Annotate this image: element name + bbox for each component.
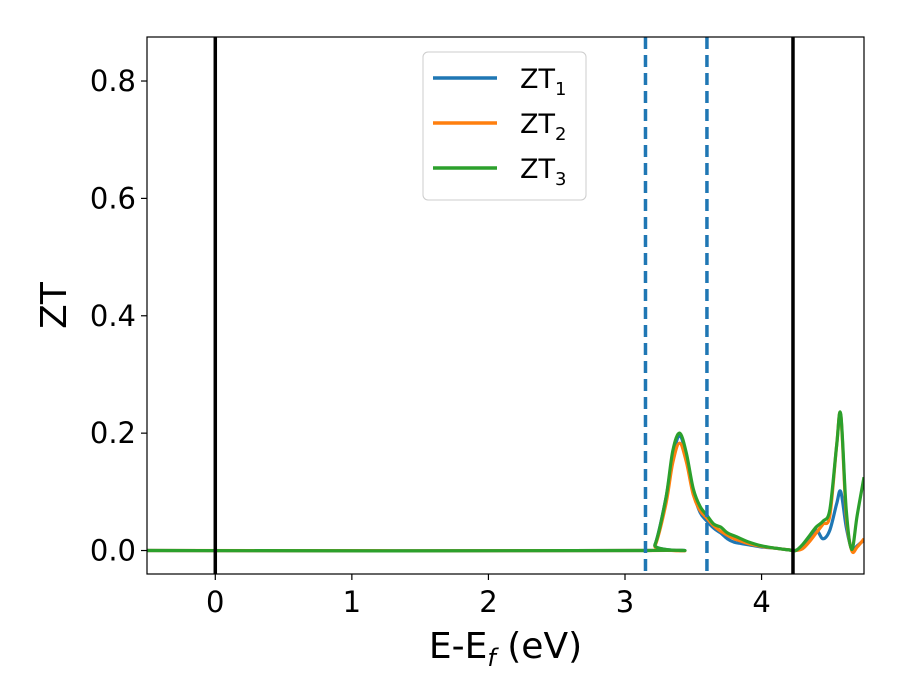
y-tick-label: 0.6	[90, 181, 136, 215]
legend-label-2: ZT2	[520, 109, 566, 145]
plot-frame	[146, 36, 865, 575]
x-axis-title-tail: (eV)	[496, 626, 582, 667]
y-tick-label: 0.2	[90, 416, 136, 450]
y-axis-title: ZT	[34, 281, 75, 329]
legend-items: ZT1 ZT2 ZT3	[433, 64, 566, 190]
series-line-1	[147, 434, 864, 553]
y-tick-label: 0.8	[90, 64, 136, 98]
vline-layer	[213, 37, 795, 574]
y-tick-label: 0.4	[90, 299, 136, 333]
y-tick-label: 0.0	[90, 534, 136, 568]
x-tick-label: 2	[479, 585, 497, 619]
series-line-3	[147, 410, 864, 553]
x-tick-label: 3	[616, 585, 634, 619]
x-tick-label: 0	[206, 585, 224, 619]
legend: ZT1 ZT2 ZT3	[422, 51, 587, 201]
x-tick-label: 4	[752, 585, 770, 619]
legend-box	[422, 51, 587, 201]
legend-label-1: ZT1	[520, 64, 566, 100]
x-axis-title-main: E-E	[429, 626, 487, 667]
x-axis-title: E-Ef (eV)	[429, 626, 582, 672]
series-line-2	[147, 411, 864, 555]
x-tick-label: 1	[343, 585, 361, 619]
legend-label-3: ZT3	[520, 154, 566, 190]
series-layer	[147, 410, 864, 555]
tick-layer: 0 1 2 3 4 0.0 0.2 0.4 0.6 0.8	[90, 64, 771, 619]
